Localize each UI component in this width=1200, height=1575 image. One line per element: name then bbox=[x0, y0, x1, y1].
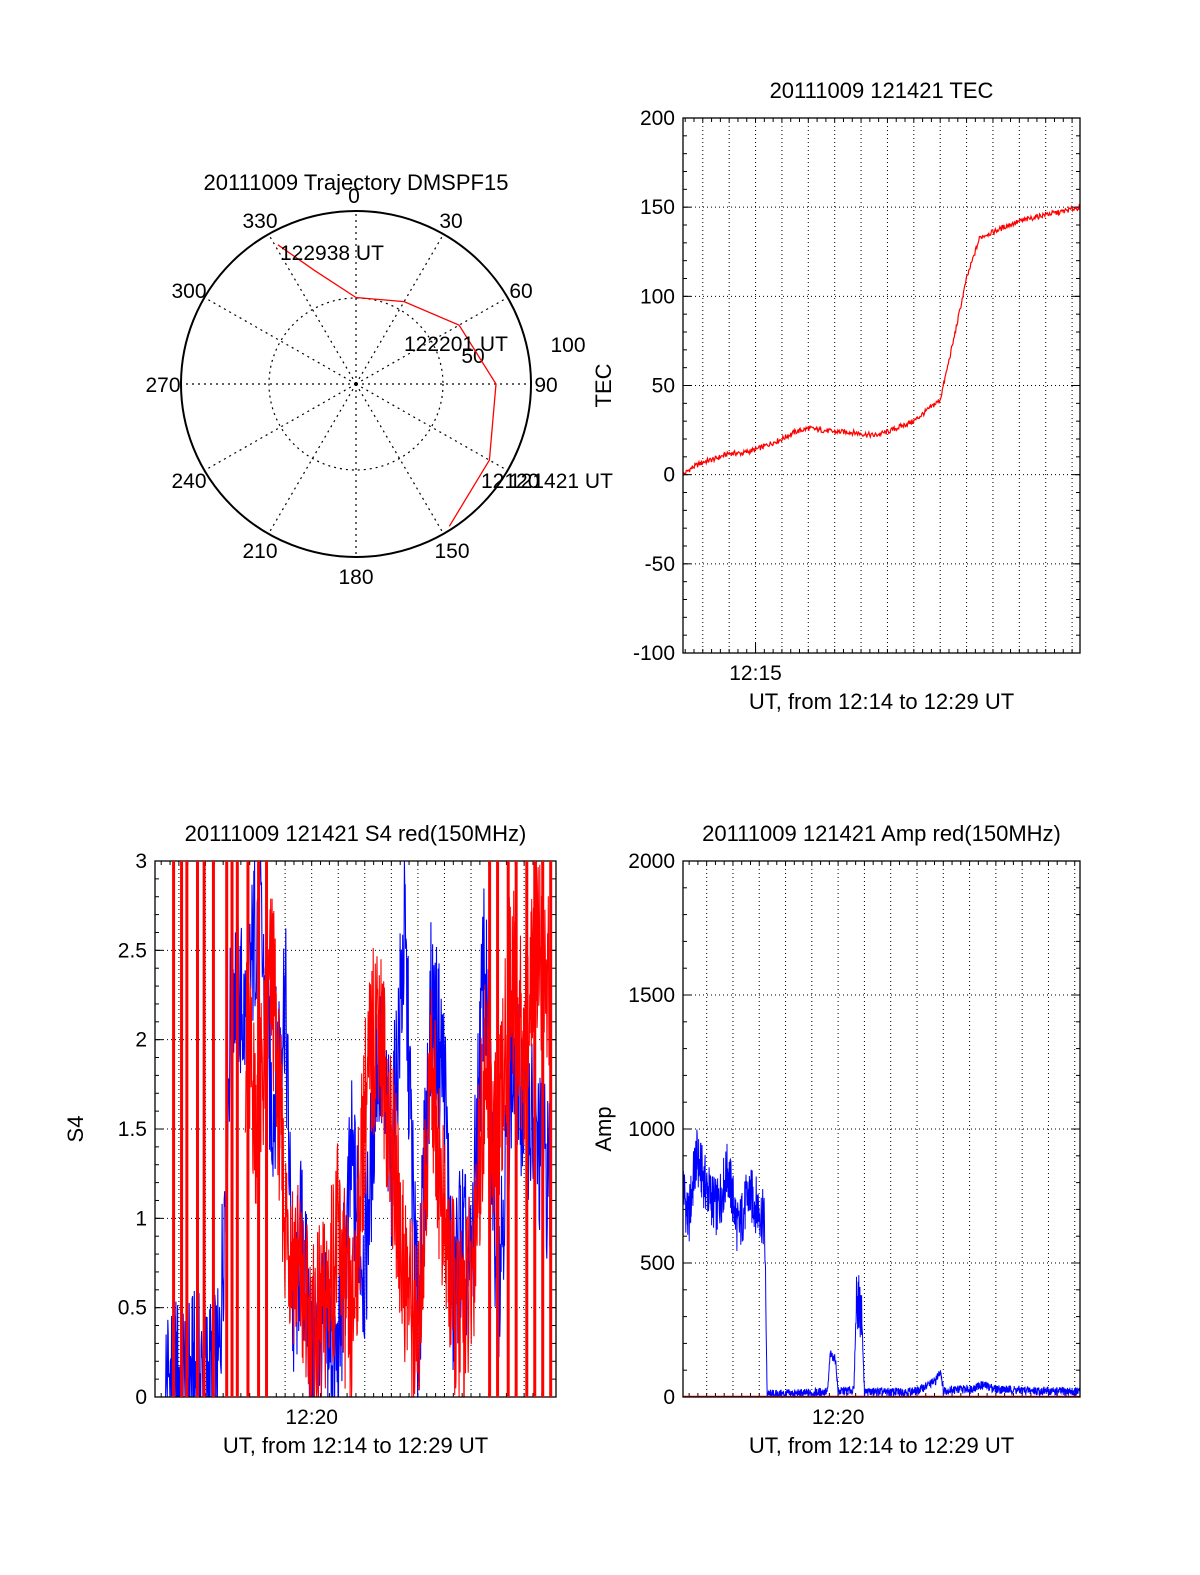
trajectory-series bbox=[277, 244, 497, 527]
tec-title: 20111009 121421 TEC bbox=[770, 78, 994, 103]
tec-ytick-label-1: -50 bbox=[645, 553, 675, 576]
amp-ytick-label-3: 1500 bbox=[628, 984, 675, 1007]
s4-ylabel: S4 bbox=[63, 1116, 88, 1143]
angle-label-180: 180 bbox=[338, 566, 373, 589]
amp-xlabel: UT, from 12:14 to 12:29 UT bbox=[749, 1433, 1014, 1458]
annotation-121421: 121421 UT bbox=[509, 470, 613, 493]
tec-plot-frame bbox=[682, 117, 1081, 654]
s4-title: 20111009 121421 S4 red(150MHz) bbox=[185, 821, 527, 846]
tec-series-red-0 bbox=[682, 203, 1081, 477]
angle-label-300: 300 bbox=[171, 280, 206, 303]
amp-ylabel: Amp bbox=[591, 1106, 616, 1151]
tec-ylabel: TEC bbox=[591, 363, 616, 407]
s4-chart: 0 0.5 1 1.5 2 2.5 3 12:20 20111009 121421 S4 red… bbox=[63, 821, 557, 1458]
s4-ytick-label-5: 2.5 bbox=[118, 939, 147, 962]
trajectory-polar-chart: 20111009 Trajectory DMSPF15 0 30 60 90 1… bbox=[145, 170, 613, 589]
s4-ytick-label-1: 0.5 bbox=[118, 1297, 147, 1320]
amp-ytick-label-0: 0 bbox=[663, 1386, 675, 1409]
s4-ytick-label-2: 1 bbox=[135, 1207, 147, 1230]
radial-label-50: 50 bbox=[461, 345, 484, 368]
tec-ytick-label-6: 200 bbox=[640, 107, 675, 130]
angle-label-270: 270 bbox=[145, 374, 180, 397]
amp-ytick-label-2: 1000 bbox=[628, 1118, 675, 1141]
polar-spoke-240 bbox=[204, 383, 357, 472]
s4-ytick-label-0: 0 bbox=[135, 1386, 147, 1409]
s4-series-red-1 bbox=[244, 860, 552, 1398]
s4-xtick-label-0: 12:20 bbox=[285, 1406, 338, 1429]
amp-xtick-label-0: 12:20 bbox=[812, 1406, 865, 1429]
angle-label-210: 210 bbox=[242, 540, 277, 563]
amp-plot-frame bbox=[682, 860, 1081, 1398]
trajectory-title: 20111009 Trajectory DMSPF15 bbox=[204, 170, 509, 195]
amp-chart: 0 500 1000 1500 2000 12:20 20111009 121421 Amp… bbox=[591, 821, 1081, 1458]
annotation-122201: 122201 UT bbox=[404, 333, 508, 356]
amp-ytick-label-1: 500 bbox=[640, 1252, 675, 1275]
polar-spoke-150 bbox=[355, 383, 445, 535]
tec-ytick-label-0: -100 bbox=[633, 642, 675, 665]
amp-ytick-label-4: 2000 bbox=[628, 850, 675, 873]
angle-label-330: 330 bbox=[242, 210, 277, 233]
tec-chart: -100 -50 0 50 100 150 200 12:15 20111009 121421 … bbox=[591, 78, 1081, 714]
s4-ytick-label-3: 1.5 bbox=[118, 1118, 147, 1141]
polar-spoke-120 bbox=[355, 383, 508, 472]
angle-label-150: 150 bbox=[434, 540, 469, 563]
tec-ytick-label-3: 50 bbox=[652, 375, 675, 398]
polar-spokes bbox=[181, 211, 531, 557]
s4-plot-frame bbox=[154, 860, 557, 1398]
angle-label-60: 60 bbox=[509, 280, 532, 303]
s4-ytick-label-4: 2 bbox=[135, 1029, 147, 1052]
angle-label-0: 0 bbox=[348, 185, 360, 208]
amp-series-blue-0 bbox=[682, 1129, 1081, 1399]
annotation-122938: 122938 UT bbox=[280, 242, 384, 265]
polar-spoke-330 bbox=[267, 233, 357, 385]
tec-ytick-label-2: 0 bbox=[663, 464, 675, 487]
tec-xtick-label-0: 12:15 bbox=[729, 662, 782, 685]
tec-xlabel: UT, from 12:14 to 12:29 UT bbox=[749, 689, 1014, 714]
tec-ytick-label-5: 150 bbox=[640, 196, 675, 219]
s4-xlabel: UT, from 12:14 to 12:29 UT bbox=[223, 1433, 488, 1458]
angle-label-90: 90 bbox=[534, 374, 557, 397]
polar-spoke-30 bbox=[355, 233, 445, 385]
polar-spoke-300 bbox=[204, 296, 357, 385]
angle-label-30: 30 bbox=[439, 210, 462, 233]
polar-spoke-60 bbox=[355, 296, 508, 385]
s4-ytick-label-6: 3 bbox=[135, 850, 147, 873]
polar-angle-labels: 0 30 60 90 150 180 210 240 270 300 330 5… bbox=[145, 185, 585, 589]
angle-label-240: 240 bbox=[171, 470, 206, 493]
polar-inner-circle bbox=[268, 297, 444, 471]
amp-title: 20111009 121421 Amp red(150MHz) bbox=[702, 821, 1061, 846]
tec-ytick-label-4: 100 bbox=[640, 285, 675, 308]
radial-label-100: 100 bbox=[550, 334, 585, 357]
annotation-12120: 12120 bbox=[481, 470, 539, 493]
polar-spoke-210 bbox=[267, 383, 357, 535]
trajectory-line-0 bbox=[277, 244, 497, 527]
